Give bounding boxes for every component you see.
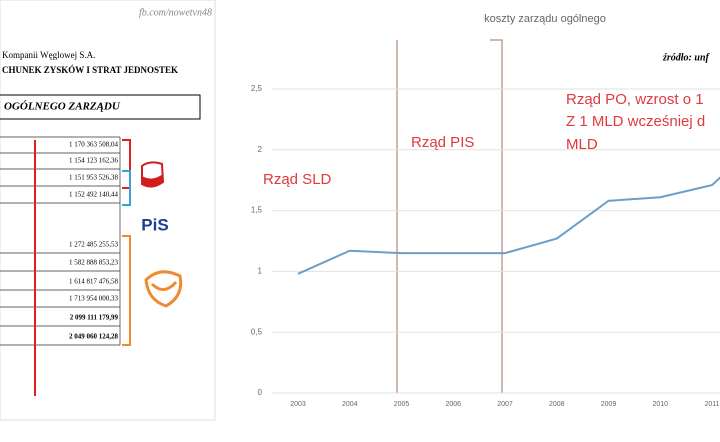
section: OGÓLNEGO ZARZĄDU [4,101,121,113]
annotation: MLD [566,136,598,153]
sld-logo-fill [142,174,163,187]
document-page [0,0,216,421]
series-line [297,176,720,275]
row-value: 1 582 888 853,23 [69,259,119,267]
y-tick-label: 0,5 [251,327,263,336]
y-tick-label: 2,5 [251,84,263,93]
row-value: 1 614 817 476,58 [69,278,119,286]
bracket-sld [122,139,131,189]
row-value: 1 152 492 140,44 [69,191,119,199]
x-tick-label: 2005 [394,401,410,408]
x-tick-label: 2010 [652,401,668,408]
x-tick-label: 2004 [342,401,358,408]
x-tick-label: 2011 [704,401,719,408]
section-box [0,94,201,120]
heading: CHUNEK ZYSKÓW I STRAT JEDNOSTEK [2,65,178,75]
chart-title: koszty zarządu ogólnego [484,13,606,25]
pis-logo: PiS [141,215,168,234]
po-logo [144,270,183,308]
x-tick-label: 2008 [549,401,565,408]
annotation: Rząd PIS [411,134,474,151]
y-tick-label: 0 [258,388,263,397]
row-value: 1 151 953 526,38 [69,174,119,182]
x-tick-label: 2003 [290,401,306,408]
x-tick-label: 2006 [445,401,461,408]
bracket-po [122,235,131,346]
row-value: 1 272 485 255,53 [69,241,119,249]
x-tick-label: 2009 [601,401,617,408]
divider-2007 [490,39,503,393]
x-tick-label: 2007 [497,401,513,408]
source: źródło: unf [662,52,711,63]
watermark: fb.com/nowetvn48 [139,7,212,18]
table: 1 170 363 508,04 1 154 123 162,36 1 151 95… [0,136,121,346]
company: Kompanii Węglowej S.A. [2,50,95,60]
annotation: Rząd SLD [263,171,332,188]
row-value: 2 099 111 179,99 [70,314,119,322]
row-value: 1 154 123 162,36 [69,157,119,165]
y-tick-label: 1,5 [251,206,263,215]
row-value: 1 170 363 508,04 [69,141,119,149]
annotation: Z 1 MLD wcześniej d [566,113,705,130]
row-value: 2 049 060 124,28 [69,333,119,341]
y-tick-label: 2 [258,145,263,154]
bracket-pis [122,170,131,206]
annotation: Rząd PO, wzrost o 1 [566,91,704,108]
row-value: 1 713 954 000,33 [69,295,119,303]
y-tick-label: 1 [258,267,263,276]
